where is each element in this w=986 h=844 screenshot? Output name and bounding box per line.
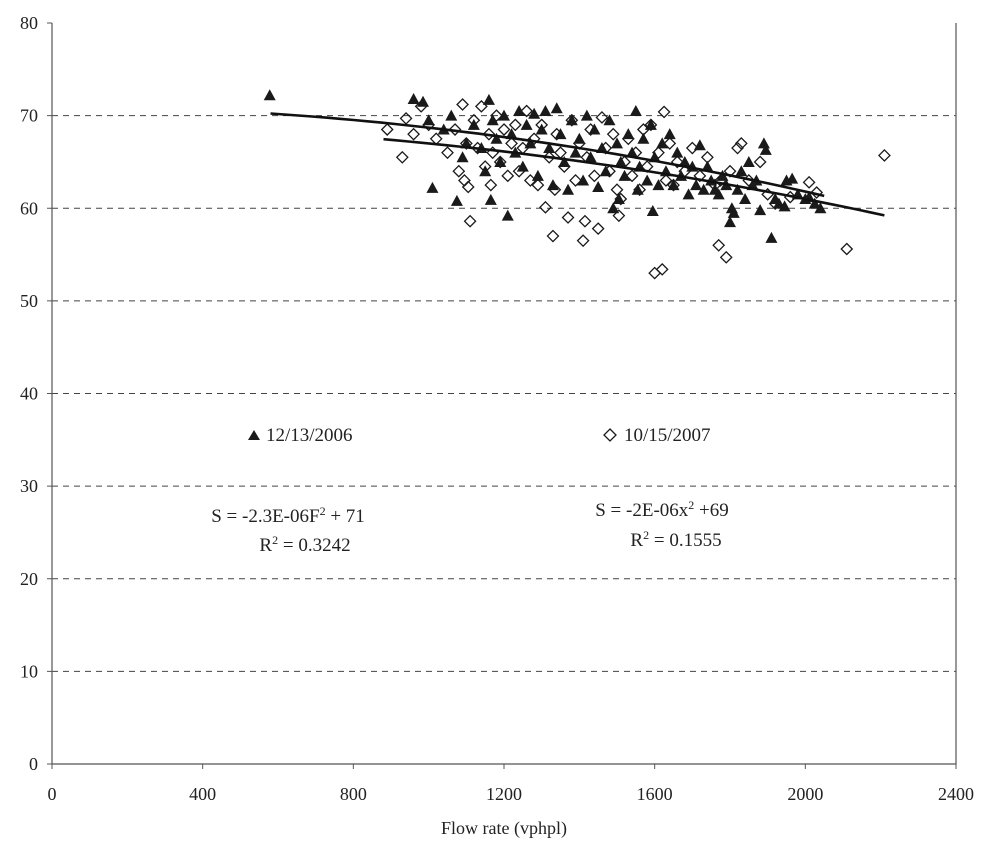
y-tick-label: 40 xyxy=(20,384,38,404)
y-tick-label: 20 xyxy=(20,569,38,589)
y-tick-label: 70 xyxy=(20,106,38,126)
x-tick-label: 800 xyxy=(340,784,367,804)
x-tick-label: 0 xyxy=(48,784,57,804)
y-tick-label: 80 xyxy=(20,13,38,33)
y-tick-label: 0 xyxy=(29,754,38,774)
y-tick-label: 50 xyxy=(20,291,38,311)
y-tick-label: 60 xyxy=(20,198,38,218)
x-tick-label: 1200 xyxy=(486,784,522,804)
legend-1-label: 12/13/2006 xyxy=(266,425,353,446)
y-tick-label: 10 xyxy=(20,661,38,681)
x-tick-label: 2000 xyxy=(787,784,823,804)
x-axis-title: Flow rate (vphpl) xyxy=(441,818,567,839)
y-tick-label: 30 xyxy=(20,476,38,496)
x-tick-label: 1600 xyxy=(637,784,673,804)
legend-2-label: 10/15/2007 xyxy=(624,425,711,446)
x-tick-label: 400 xyxy=(189,784,216,804)
equation-1-line1: S = -2.3E-06F2 + 71 xyxy=(211,504,365,527)
equation-2-line1: S = -2E-06x2 +69 xyxy=(595,498,729,521)
x-tick-label: 2400 xyxy=(938,784,974,804)
